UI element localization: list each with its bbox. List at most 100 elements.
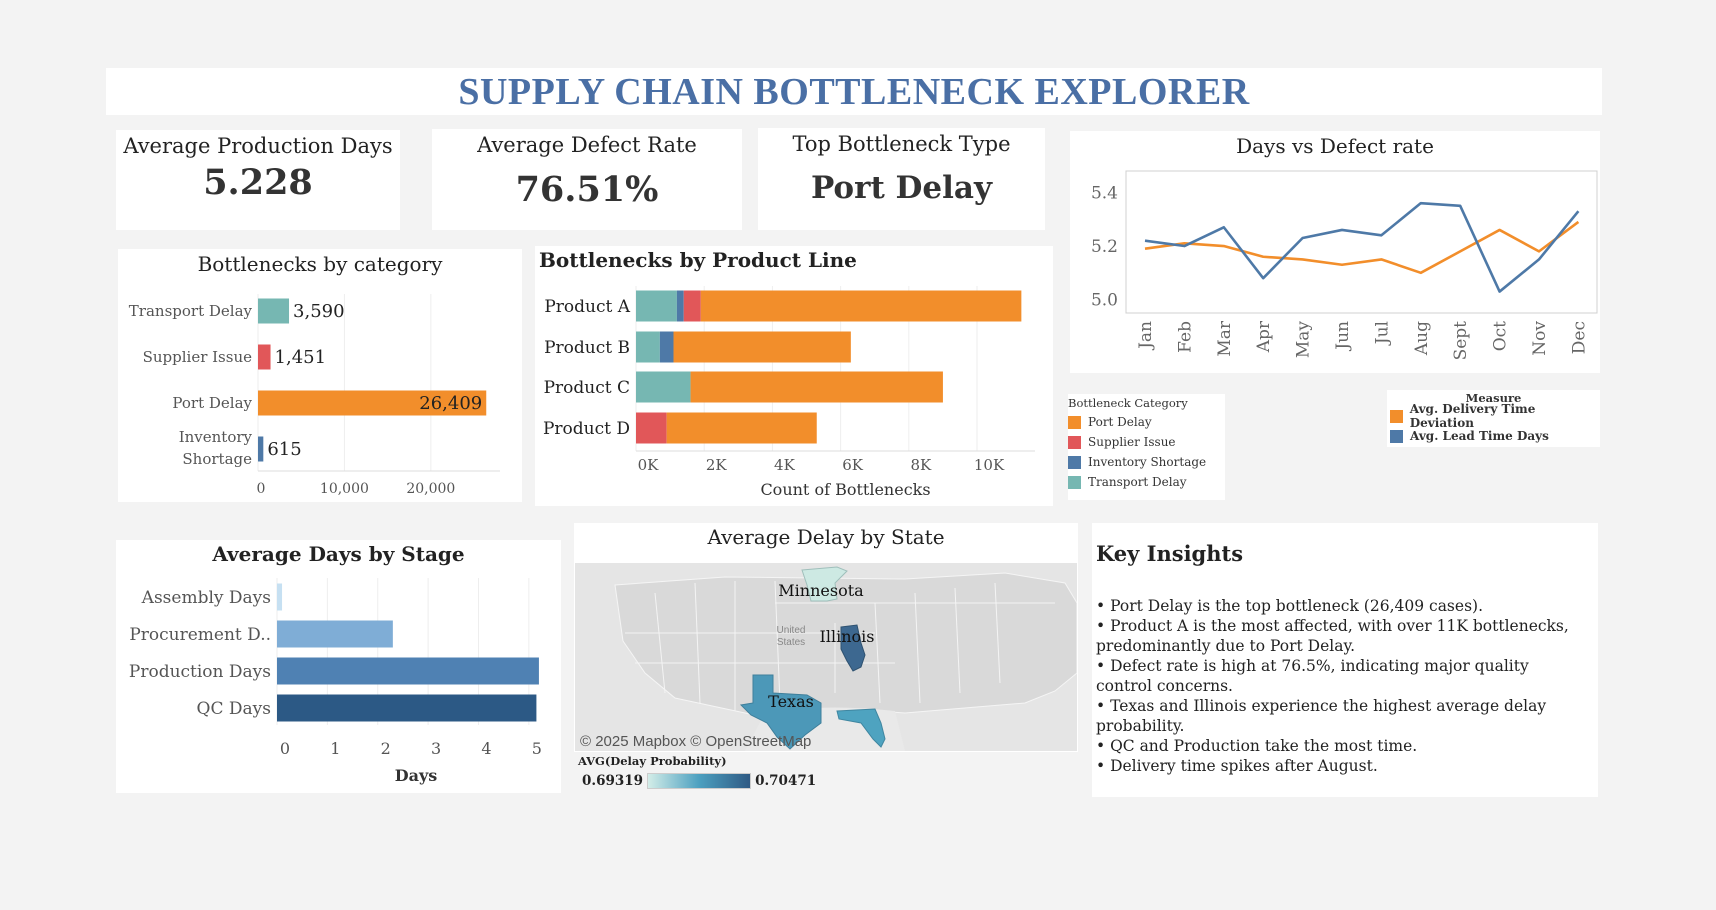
plot-frame xyxy=(1125,170,1598,314)
legend-swatch xyxy=(1068,475,1081,489)
y-tick-label: Product C xyxy=(544,378,630,398)
insights-title: Key Insights xyxy=(1096,541,1244,566)
legend-label: Inventory Shortage xyxy=(1088,455,1207,469)
y-tick-label: Transport Delay xyxy=(129,302,253,320)
bar xyxy=(258,344,271,370)
category-legend[interactable]: Bottleneck Category Port Delay Supplier … xyxy=(1068,394,1225,500)
x-tick-label: 10,000 xyxy=(320,481,369,497)
series-line xyxy=(1144,201,1580,293)
bar-segment xyxy=(690,371,943,403)
kpi-value: Port Delay xyxy=(810,170,993,206)
bar-segment xyxy=(666,412,817,444)
bar xyxy=(258,298,290,324)
x-tick-label: 0K xyxy=(638,456,660,474)
x-tick-label: 4K xyxy=(774,456,796,474)
legend-swatch xyxy=(1068,455,1081,469)
x-tick-label: 0 xyxy=(257,481,266,497)
bar xyxy=(258,390,487,416)
y-tick-label: Port Delay xyxy=(172,394,252,412)
series-line xyxy=(1144,220,1580,275)
insight-item: • Port Delay is the top bottleneck (26,4… xyxy=(1096,597,1483,615)
y-tick-label: Product B xyxy=(544,338,630,358)
legend-swatch xyxy=(1068,435,1081,449)
category-bar-chart: 0 10,000 20,000 Transport Delay 3,590 Supplie… xyxy=(129,294,500,497)
y-tick-label: Procurement D.. xyxy=(129,625,271,645)
bar-segment xyxy=(636,371,691,403)
legend-item-lead-time[interactable]: Avg. Lead Time Days xyxy=(1387,426,1600,446)
kpi-value: 5.228 xyxy=(203,162,313,203)
title-bar: SUPPLY CHAIN BOTTLENECK EXPLORER xyxy=(106,68,1602,115)
stage-bar-chart: 0 1 2 3 4 5 Days Assembly Days Procurement D.. Pr… xyxy=(129,578,542,785)
x-tick-label: Dec xyxy=(1569,321,1589,354)
x-tick-label: May xyxy=(1294,321,1314,359)
bar-segment xyxy=(673,331,851,363)
legend-label: Port Delay xyxy=(1088,415,1152,429)
insight-item: • Product A is the most affected, with o… xyxy=(1096,617,1569,655)
state-label: Illinois xyxy=(820,627,875,646)
scale-max: 0.70471 xyxy=(755,773,817,789)
x-tick-label: 1 xyxy=(330,739,340,758)
map-attribution: © 2025 Mapbox © OpenStreetMap xyxy=(580,733,811,750)
x-axis-label: Count of Bottlenecks xyxy=(760,480,930,499)
chart-title: Average Delay by State xyxy=(707,525,945,549)
bar-segment xyxy=(636,290,677,322)
insight-item: • Texas and Illinois experience the high… xyxy=(1096,697,1547,735)
x-tick-label: Nov xyxy=(1530,321,1550,356)
line-chart: 5.0 5.2 5.4 Jan Feb Mar Apr May Jun Jul Aug Sept Oct… xyxy=(1091,170,1598,360)
x-tick-label: 20,000 xyxy=(406,481,455,497)
measure-legend[interactable]: Measure Avg. Delivery Time Deviation Avg… xyxy=(1387,390,1600,447)
x-axis-label: Days xyxy=(395,766,438,785)
legend-item-delivery-deviation[interactable]: Avg. Delivery Time Deviation xyxy=(1387,402,1600,430)
bar xyxy=(277,694,537,722)
kpi-label: Average Defect Rate xyxy=(477,133,697,157)
state-minnesota xyxy=(801,566,848,602)
legend-item-inventory-shortage[interactable]: Inventory Shortage xyxy=(1068,452,1225,472)
state-florida xyxy=(836,708,886,748)
map-panel: Average Delay by State Minnesota Illinoi… xyxy=(574,523,1078,752)
x-tick-label: Oct xyxy=(1491,321,1511,351)
legend-swatch xyxy=(1390,409,1403,423)
x-tick-label: 2K xyxy=(706,456,728,474)
y-tick-label: Product A xyxy=(544,297,630,317)
y-tick-label: Product D xyxy=(543,419,630,439)
insight-item: • Delivery time spikes after August. xyxy=(1096,757,1378,775)
y-tick-label: Production Days xyxy=(129,662,271,682)
legend-item-port-delay[interactable]: Port Delay xyxy=(1068,412,1225,432)
kpi-label: Top Bottleneck Type xyxy=(792,132,1011,156)
x-tick-label: Jan xyxy=(1136,321,1156,351)
y-tick-label: 5.4 xyxy=(1091,183,1118,203)
y-tick-label: Assembly Days xyxy=(141,588,271,608)
kpi-card-production-days: Average Production Days 5.228 xyxy=(116,130,400,230)
legend-label: Avg. Delivery Time Deviation xyxy=(1409,402,1536,430)
bar xyxy=(277,657,539,685)
data-label: 615 xyxy=(267,439,301,460)
legend-title: Bottleneck Category xyxy=(1068,396,1188,410)
bar xyxy=(277,620,393,648)
state-label: Minnesota xyxy=(778,581,864,600)
bar-segment xyxy=(636,331,660,363)
x-tick-label: 8K xyxy=(910,456,932,474)
bar xyxy=(277,583,283,611)
bar-segment xyxy=(676,290,684,322)
x-tick-label: 2 xyxy=(381,739,391,758)
map-view[interactable]: Minnesota Illinois Texas United States ©… xyxy=(575,563,1077,751)
legend-item-transport-delay[interactable]: Transport Delay xyxy=(1068,472,1225,492)
x-tick-label: Mar xyxy=(1215,320,1235,357)
x-tick-label: 4 xyxy=(481,739,491,758)
y-tick-label: Supplier Issue xyxy=(143,348,253,366)
y-tick-label: 5.2 xyxy=(1091,237,1118,257)
dashboard-title: SUPPLY CHAIN BOTTLENECK EXPLORER xyxy=(458,70,1250,113)
legend-item-supplier-issue[interactable]: Supplier Issue xyxy=(1068,432,1225,452)
insights-list: • Port Delay is the top bottleneck (26,4… xyxy=(1096,596,1586,776)
state-illinois xyxy=(840,624,866,672)
map-color-legend: AVG(Delay Probability) 0.69319 0.70471 xyxy=(578,754,838,800)
bar xyxy=(258,436,264,462)
x-tick-label: Apr xyxy=(1254,320,1274,353)
kpi-card-defect-rate: Average Defect Rate 76.51% xyxy=(432,129,742,230)
chart-title: Bottlenecks by Product Line xyxy=(539,248,857,272)
state-borders xyxy=(625,580,1055,711)
chart-title: Average Days by Stage xyxy=(212,542,465,566)
bar-segment xyxy=(700,290,1022,322)
chart-title: Days vs Defect rate xyxy=(1236,134,1434,158)
country-label: States xyxy=(777,637,805,648)
